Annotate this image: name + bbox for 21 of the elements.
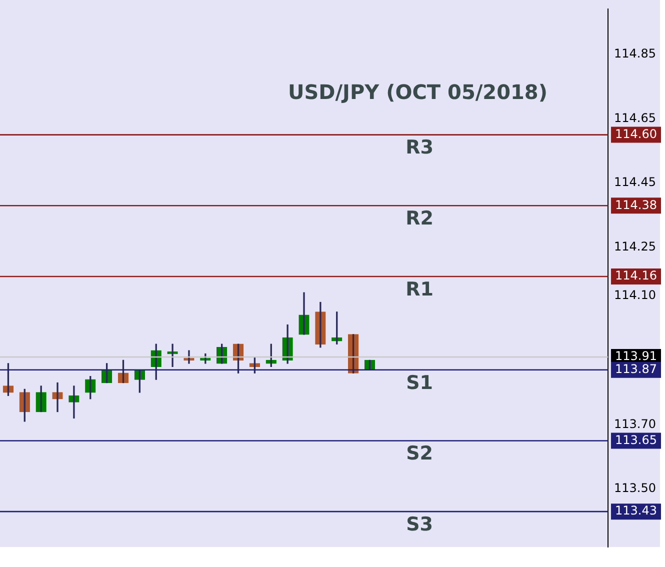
ref-line-label: R1 [406,278,434,300]
y-tick-label: 114.85 [614,46,656,60]
text: 113.65 [615,432,657,447]
ref-line-label: R3 [406,136,434,159]
y-tick-label: 114.65 [614,110,656,125]
text: 114.38 [615,198,657,212]
text: 114.16 [615,268,657,283]
y-tick-label: 114.45 [614,175,656,190]
text: USD/JPY (OCT 05/2018) [288,80,548,104]
ref-line-label: S3 [406,514,433,536]
y-tick-label: 113.50 [614,481,656,496]
y-tick-label: 114.10 [614,288,656,302]
ref-line-label: S1 [406,372,433,394]
ref-line-label: S2 [406,442,433,465]
text: 113.91 [615,349,657,364]
text: 113.87 [615,362,657,376]
y-tick-label: 113.70 [614,416,656,431]
text: 114.60 [615,126,657,141]
ref-line-label: R2 [406,208,434,230]
y-tick-label: 114.25 [614,240,656,254]
text: 113.43 [615,504,657,518]
